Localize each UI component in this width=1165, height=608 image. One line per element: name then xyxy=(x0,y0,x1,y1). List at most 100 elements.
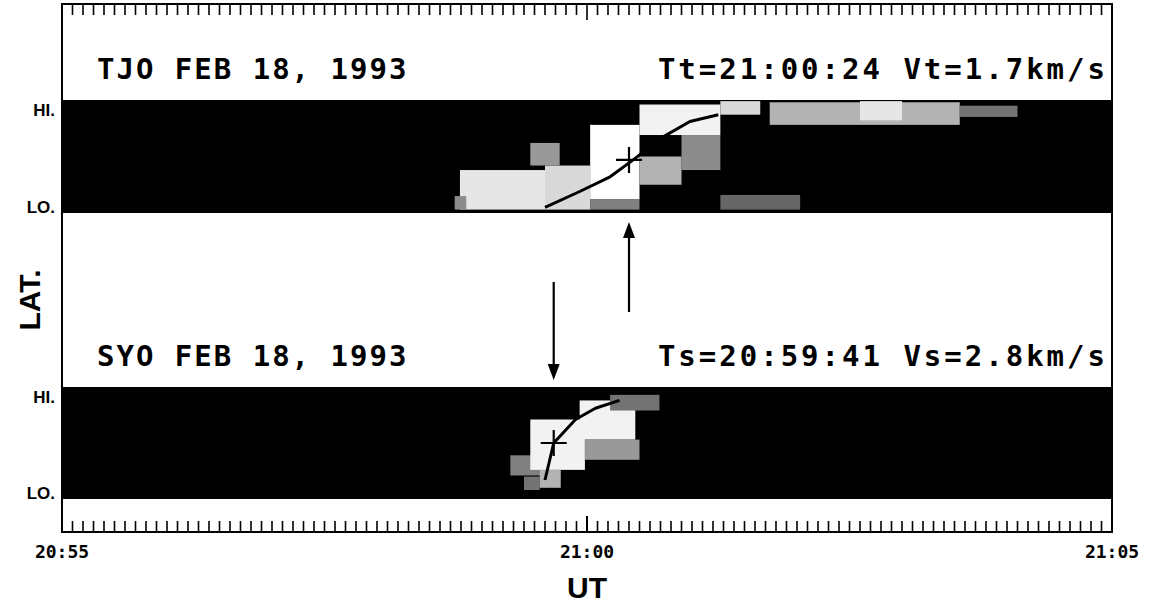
panel-marks xyxy=(510,395,659,490)
minor-tick xyxy=(681,521,683,532)
minor-tick xyxy=(828,4,830,15)
minor-tick xyxy=(1017,4,1019,15)
y-axis-title: LAT. xyxy=(13,269,46,330)
minor-tick xyxy=(691,521,693,532)
minor-tick xyxy=(72,521,74,532)
minor-tick xyxy=(387,521,389,532)
minor-tick xyxy=(229,4,231,15)
intensity-cell xyxy=(530,143,559,166)
minor-tick xyxy=(985,4,987,15)
minor-tick xyxy=(502,521,504,532)
minor-tick xyxy=(261,521,263,532)
minor-tick xyxy=(1111,4,1113,20)
minor-tick xyxy=(481,521,483,532)
minor-tick xyxy=(334,521,336,532)
minor-tick xyxy=(849,4,851,15)
minor-tick xyxy=(975,4,977,15)
minor-tick xyxy=(1101,4,1103,15)
minor-tick xyxy=(555,521,557,532)
minor-tick xyxy=(922,521,924,532)
intensity-cell xyxy=(540,470,561,488)
frame xyxy=(62,4,1112,532)
minor-tick xyxy=(859,4,861,15)
intensity-cell xyxy=(860,101,902,120)
minor-tick xyxy=(513,4,515,15)
minor-tick xyxy=(240,521,242,532)
intensity-cell xyxy=(720,195,800,210)
minor-tick xyxy=(1006,521,1008,532)
minor-tick xyxy=(250,4,252,15)
minor-tick xyxy=(912,521,914,532)
minor-tick xyxy=(534,4,536,15)
minor-tick xyxy=(460,4,462,15)
minor-tick xyxy=(1080,521,1082,532)
minor-tick xyxy=(103,4,105,15)
minor-tick xyxy=(334,4,336,15)
minor-tick xyxy=(187,521,189,532)
intensity-cell xyxy=(585,440,640,460)
y-tick-label: LO. xyxy=(27,198,55,217)
minor-tick xyxy=(198,521,200,532)
minor-tick xyxy=(187,4,189,15)
minor-tick xyxy=(597,4,599,15)
minor-tick xyxy=(786,521,788,532)
minor-tick xyxy=(387,4,389,15)
minor-tick xyxy=(639,4,641,15)
minor-tick xyxy=(397,4,399,15)
minor-tick xyxy=(345,4,347,15)
minor-tick xyxy=(870,4,872,15)
minor-tick xyxy=(1080,4,1082,15)
minor-tick xyxy=(660,4,662,15)
panel-background xyxy=(62,100,1112,213)
minor-tick xyxy=(555,4,557,15)
minor-tick xyxy=(859,521,861,532)
y-tick-label: LO. xyxy=(27,484,55,503)
minor-tick xyxy=(670,521,672,532)
minor-tick xyxy=(712,521,714,532)
minor-tick xyxy=(61,516,63,532)
minor-tick xyxy=(166,4,168,15)
minor-tick xyxy=(576,4,578,15)
minor-tick xyxy=(429,4,431,15)
minor-tick xyxy=(807,521,809,532)
intensity-cell xyxy=(524,477,540,490)
minor-tick xyxy=(1101,521,1103,532)
minor-tick xyxy=(660,521,662,532)
minor-tick xyxy=(1027,4,1029,15)
minor-tick xyxy=(502,4,504,15)
minor-tick xyxy=(817,521,819,532)
minor-tick xyxy=(828,521,830,532)
intensity-cell xyxy=(530,419,585,469)
minor-tick xyxy=(765,4,767,15)
minor-tick xyxy=(807,4,809,15)
minor-tick xyxy=(114,4,116,15)
panel-info: Tt=21:00:24 Vt=1.7km/s xyxy=(658,52,1108,86)
minor-tick xyxy=(418,521,420,532)
time-arrow xyxy=(628,234,630,312)
minor-tick xyxy=(513,521,515,532)
minor-tick xyxy=(670,4,672,15)
minor-tick xyxy=(450,4,452,15)
minor-tick xyxy=(996,4,998,15)
minor-tick xyxy=(1111,516,1113,532)
minor-tick xyxy=(618,521,620,532)
intensity-cell xyxy=(610,395,659,411)
x-tick-label: 21:00 xyxy=(560,541,614,562)
minor-tick xyxy=(964,521,966,532)
minor-tick xyxy=(471,4,473,15)
minor-tick xyxy=(618,4,620,15)
minor-tick xyxy=(93,4,95,15)
minor-tick xyxy=(576,521,578,532)
y-tick-label: HI. xyxy=(33,388,55,407)
minor-tick xyxy=(219,521,221,532)
minor-tick xyxy=(418,4,420,15)
intensity-cell xyxy=(960,106,1018,117)
panel-title: SYO FEB 18, 1993 xyxy=(97,339,408,373)
minor-tick xyxy=(450,521,452,532)
minor-tick xyxy=(649,521,651,532)
intensity-cell xyxy=(455,196,467,210)
minor-tick xyxy=(219,4,221,15)
minor-tick xyxy=(345,521,347,532)
x-tick xyxy=(586,516,588,532)
minor-tick xyxy=(1059,4,1061,15)
